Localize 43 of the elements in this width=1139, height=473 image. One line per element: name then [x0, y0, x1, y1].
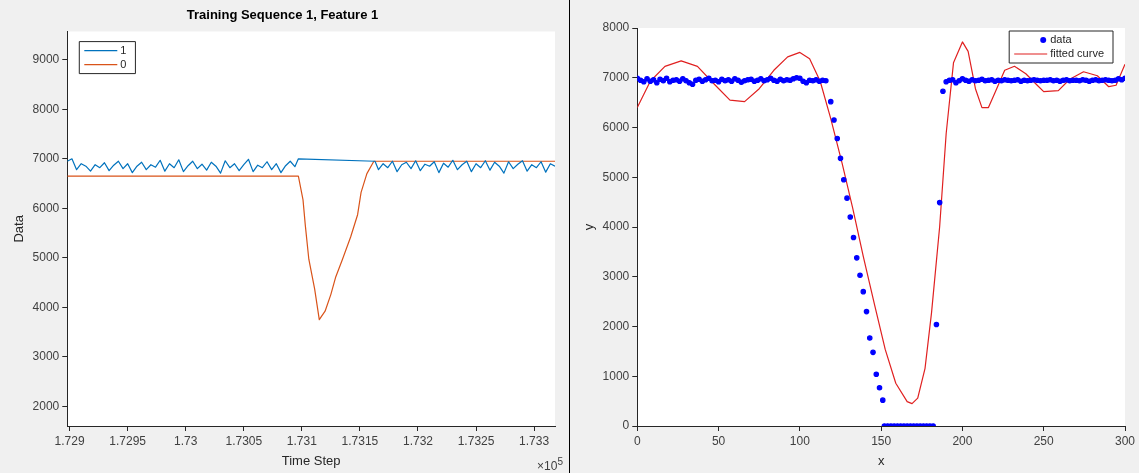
y-axis-title: y	[581, 223, 597, 231]
y-tick-label: 6000	[602, 119, 630, 134]
x-tick-label: 1.731	[286, 433, 318, 448]
x-tick-label: 1.7295	[109, 433, 147, 448]
y-tick-label: 7000	[602, 70, 630, 85]
x-tick-label: 150	[871, 433, 892, 448]
y-tick-label: 8000	[602, 20, 630, 35]
x-tick-label: 300	[1114, 433, 1136, 448]
x-tick-label: 1.729	[54, 433, 85, 448]
text: ×10$^{5}$	[537, 456, 563, 473]
x-tick-label: 250	[1033, 433, 1055, 448]
y-tick-label: 7000	[32, 151, 60, 166]
y-tick-label: 2000	[32, 398, 60, 413]
y-tick-label: 0	[622, 418, 630, 433]
x-tick-label: 50	[711, 433, 726, 448]
y-tick-label: 6000	[32, 200, 60, 215]
y-tick-label: 5000	[32, 250, 60, 265]
legend-label: 0	[120, 57, 127, 70]
legend-label: data	[1050, 33, 1073, 46]
x-tick-label: 1.7305	[225, 433, 263, 448]
y-tick-label: 3000	[32, 349, 60, 364]
x-tick-label: 1.7315	[341, 433, 379, 448]
x-tick-label: 1.7325	[457, 433, 495, 448]
x-tick-label: 1.73	[174, 433, 198, 448]
y-tick-label: 4000	[32, 299, 60, 314]
x-axis-title: x	[877, 452, 885, 468]
y-tick-label: 1000	[602, 368, 630, 383]
x-tick-label: 0	[633, 433, 641, 448]
x-tick-label: 1.733	[519, 433, 550, 448]
y-tick-label: 3000	[602, 269, 630, 284]
y-tick-label: 2000	[602, 318, 630, 333]
y-tick-label: 9000	[32, 52, 60, 67]
legend-label: fitted curve	[1050, 47, 1105, 60]
chart-title: Training Sequence 1, Feature 1	[186, 7, 379, 23]
x-tick-label: 200	[952, 433, 973, 448]
y-tick-label: 8000	[32, 101, 60, 116]
x-axis-title: Time Step	[281, 452, 341, 468]
x-tick-label: 1.732	[402, 433, 434, 448]
legend-label: 1	[120, 43, 127, 56]
y-axis-title: Data	[11, 214, 27, 243]
x-tick-label: 100	[789, 433, 811, 448]
y-tick-label: 4000	[602, 219, 630, 234]
y-tick-label: 5000	[602, 169, 630, 184]
